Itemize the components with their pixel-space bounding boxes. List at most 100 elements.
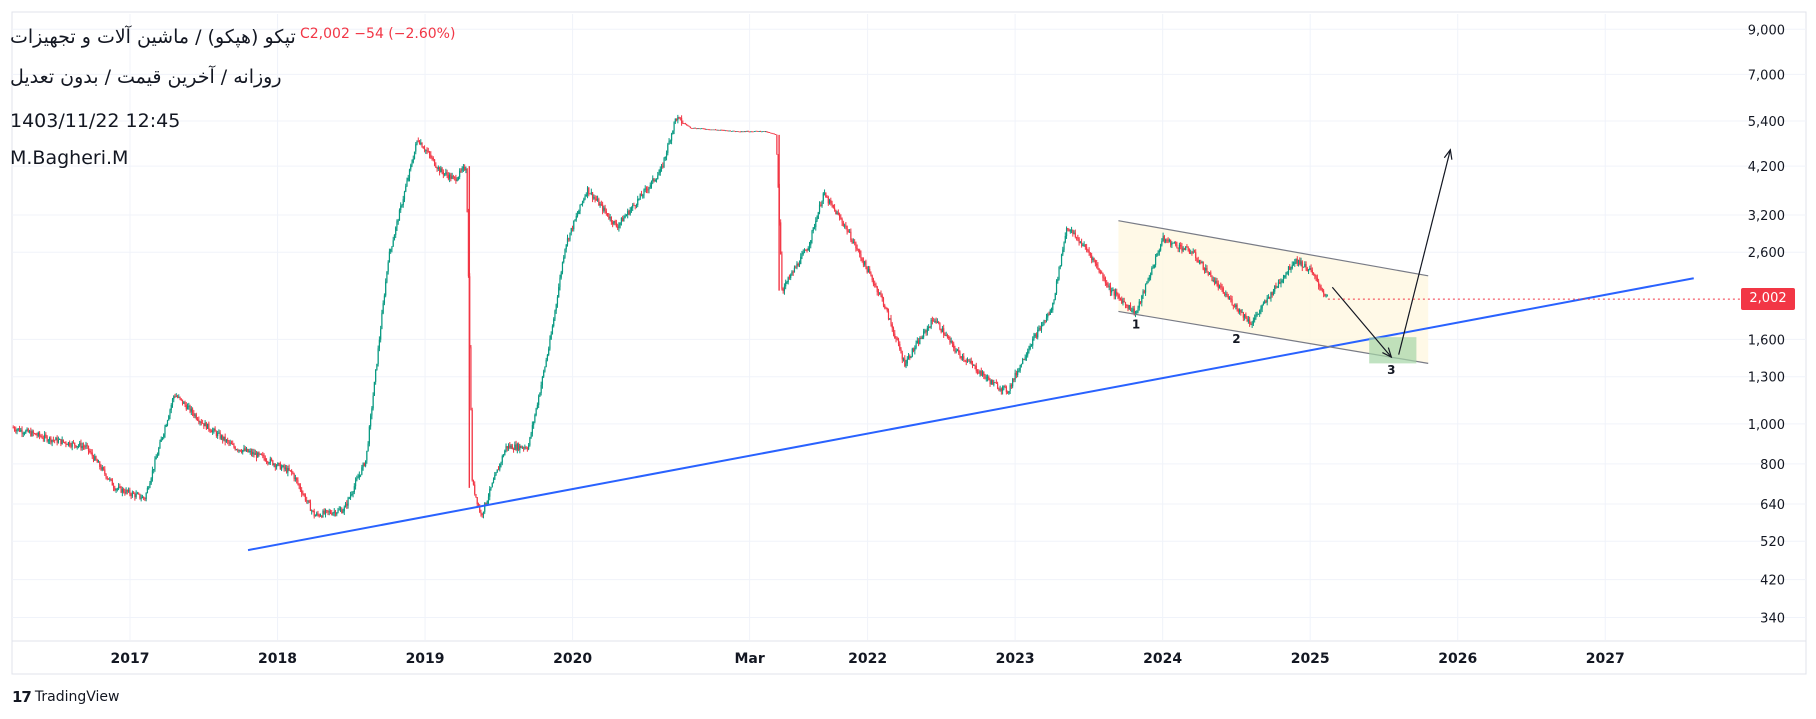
- candle-body: [426, 150, 428, 152]
- candle-body: [1008, 390, 1010, 394]
- candle-body: [851, 240, 853, 243]
- candle-body: [299, 485, 302, 490]
- candle-body: [333, 511, 335, 513]
- candle-body: [428, 151, 431, 155]
- candle-body: [800, 256, 802, 265]
- candle-body: [188, 405, 190, 407]
- candle-body: [660, 165, 663, 169]
- candle-body: [185, 404, 187, 410]
- candle-body: [950, 340, 952, 343]
- candle-body: [514, 444, 516, 450]
- candle-body: [265, 461, 268, 462]
- candle-body: [1094, 260, 1096, 264]
- candle-body: [1132, 308, 1134, 311]
- candle-body: [581, 201, 584, 205]
- candle-body: [618, 224, 620, 228]
- candle-body: [545, 360, 547, 367]
- candle-body: [71, 442, 73, 447]
- time-tick-label: 2022: [848, 651, 887, 667]
- candle-body: [143, 496, 145, 499]
- candle-body: [1277, 282, 1280, 287]
- candle-body: [771, 133, 773, 134]
- candle-body: [1287, 266, 1290, 273]
- candle-body: [451, 176, 453, 179]
- candle-body: [387, 262, 389, 272]
- candle-body: [89, 450, 91, 452]
- candle-body: [284, 467, 286, 469]
- candle-body: [169, 409, 171, 417]
- tradingview-brand[interactable]: 17 TradingView: [12, 688, 119, 706]
- candle-body: [1127, 305, 1129, 309]
- candle-body: [1220, 285, 1222, 287]
- candle-body: [776, 134, 778, 155]
- drawings[interactable]: 1 2 3: [247, 148, 1740, 552]
- candle-body: [981, 371, 984, 376]
- candle-body: [421, 142, 423, 148]
- candle-body: [1306, 268, 1308, 272]
- candle-body: [485, 502, 487, 505]
- time-axis[interactable]: 2017 2018 2019 2020 Mar 2022 2023 2024 2025 2026 2…: [12, 640, 1806, 667]
- projection-arrow-down[interactable]: [1331, 286, 1392, 358]
- candle-body: [134, 493, 136, 498]
- candle-body: [974, 365, 976, 366]
- candle-body: [362, 463, 364, 468]
- candle-body: [128, 489, 130, 492]
- candle-body: [920, 338, 922, 339]
- candle-body: [222, 435, 224, 441]
- support-trendline[interactable]: [247, 277, 1694, 552]
- candle-body: [18, 428, 21, 432]
- candle-body: [1197, 260, 1199, 263]
- candle-body: [411, 162, 413, 166]
- candle-body: [905, 363, 907, 367]
- candle-body: [249, 451, 251, 452]
- price-axis[interactable]: 9,000 7,000 5,400 4,200 3,200 2,600 1,600 1,300…: [1748, 23, 1785, 626]
- candle-body: [523, 447, 525, 449]
- candle-body: [1186, 246, 1188, 248]
- candle-body: [437, 167, 439, 169]
- candle-body: [658, 172, 660, 176]
- time-tick-label: 2024: [1143, 651, 1182, 667]
- candle-body: [869, 269, 871, 273]
- candle-body: [1252, 320, 1254, 324]
- candle-body: [407, 177, 409, 181]
- candle-body: [953, 343, 955, 349]
- candle-body: [1018, 370, 1020, 372]
- candle-body: [1029, 345, 1031, 350]
- candle-body: [1129, 305, 1132, 311]
- candle-body: [1153, 264, 1155, 268]
- candle-body: [519, 445, 521, 450]
- candle-body: [655, 179, 658, 181]
- candle-body: [891, 324, 893, 329]
- candle-body: [1286, 272, 1288, 274]
- candle-body: [1116, 291, 1118, 295]
- candle-body: [262, 454, 264, 456]
- candle-body: [13, 427, 16, 430]
- candle-body: [548, 348, 550, 355]
- candle-body: [803, 250, 806, 253]
- candle-body: [960, 356, 962, 359]
- candle-body: [279, 463, 281, 470]
- candle-body: [1223, 293, 1226, 295]
- candle-body: [837, 212, 839, 215]
- candle-body: [1177, 247, 1179, 249]
- candle-body: [1082, 245, 1084, 247]
- candle-body: [158, 448, 160, 455]
- candle-body: [956, 349, 959, 351]
- candle-body: [1205, 268, 1207, 271]
- projection-arrow-up[interactable]: [1398, 149, 1451, 355]
- candle-body: [619, 222, 621, 225]
- candle-body: [207, 423, 209, 429]
- candle-body: [546, 354, 549, 361]
- candle-body: [501, 456, 503, 463]
- candle-body: [944, 334, 946, 336]
- candle-body: [1316, 277, 1318, 282]
- target-zone-box[interactable]: [1369, 337, 1417, 364]
- channel-upper-line[interactable]: [1118, 220, 1429, 277]
- candle-body: [163, 434, 165, 438]
- candle-body: [386, 271, 388, 282]
- candle-body: [45, 434, 47, 437]
- candle-body: [716, 129, 718, 131]
- candle-body: [904, 358, 906, 367]
- candle-body: [1106, 283, 1108, 285]
